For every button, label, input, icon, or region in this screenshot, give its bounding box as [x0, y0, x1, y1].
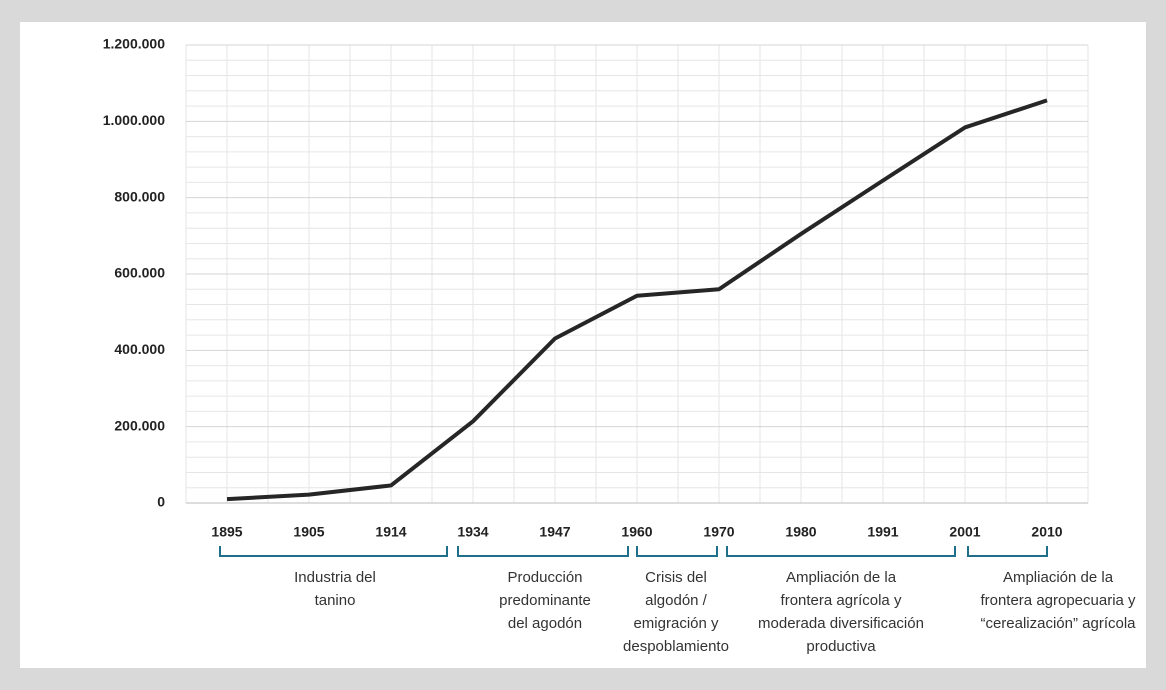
- period-bracket: [457, 546, 629, 557]
- period-bracket: [636, 546, 718, 557]
- x-tick-label: 1980: [785, 524, 816, 540]
- panel: [20, 22, 1146, 668]
- x-tick-label: 1905: [293, 524, 324, 540]
- x-tick-label: 1947: [539, 524, 570, 540]
- period-label: Ampliación de la: [1003, 569, 1114, 586]
- x-tick-label: 2010: [1031, 524, 1062, 540]
- period-label: Crisis del: [645, 569, 707, 586]
- period-label: predominante: [499, 592, 591, 609]
- period-label: despoblamiento: [623, 638, 729, 655]
- period-label: Industria del: [294, 569, 376, 586]
- period-label: algodón /: [645, 592, 708, 609]
- line: [226, 98, 1048, 502]
- period-label: “cerealización” agrícola: [980, 615, 1136, 632]
- period-label: frontera agrícola y: [781, 592, 902, 609]
- period-label: tanino: [315, 592, 356, 609]
- y-tick-label: 1.200.000: [103, 36, 165, 52]
- period-label: productiva: [806, 638, 876, 655]
- x-tick-label: 2001: [949, 524, 980, 540]
- y-tick-label: 200.000: [114, 417, 165, 433]
- x-tick-label: 1970: [703, 524, 734, 540]
- x-tick-label: 1991: [867, 524, 898, 540]
- x-tick-label: 1914: [375, 524, 406, 540]
- period-bracket: [967, 546, 1048, 557]
- y-tick-label: 800.000: [114, 188, 165, 204]
- period-bracket: [219, 546, 448, 557]
- period-label: frontera agropecuaria y: [980, 592, 1136, 609]
- period-label: Ampliación de la: [786, 569, 897, 586]
- y-tick-label: 0: [157, 494, 165, 510]
- period-label: emigración y: [633, 615, 719, 632]
- x-tick-label: 1895: [211, 524, 242, 540]
- x-tick-label: 1934: [457, 524, 488, 540]
- period-bracket: [726, 546, 956, 557]
- period-label: del agodón: [508, 615, 582, 632]
- period-label: moderada diversificación: [758, 615, 924, 632]
- period-label: Producción: [507, 569, 582, 586]
- y-tick-label: 400.000: [114, 341, 165, 357]
- y-tick-label: 600.000: [114, 265, 165, 281]
- x-tick-label: 1960: [621, 524, 652, 540]
- y-tick-label: 1.000.000: [103, 112, 165, 128]
